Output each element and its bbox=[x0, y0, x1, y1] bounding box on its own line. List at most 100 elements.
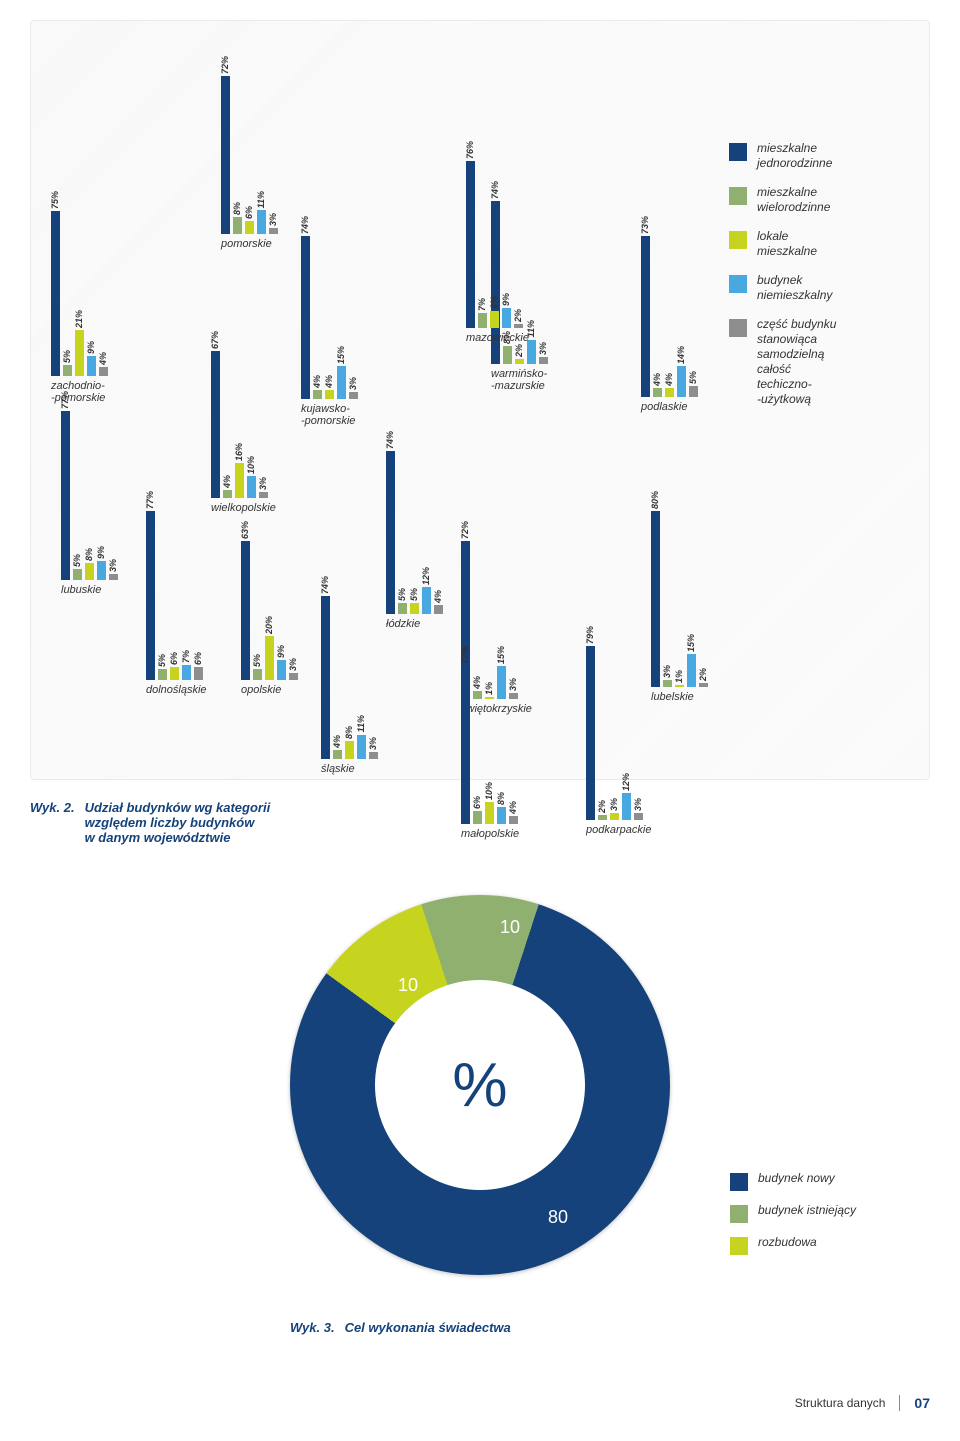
bar-value: 5% bbox=[63, 350, 72, 363]
voivodeship-label: wielkopolskie bbox=[211, 502, 276, 514]
bar bbox=[73, 569, 82, 580]
bar-value: 72% bbox=[461, 646, 470, 664]
voivodeship-wielkopolskie: 67%4%16%10%3%wielkopolskie bbox=[211, 331, 276, 515]
legend-item: lokale mieszkalne bbox=[729, 229, 909, 259]
bar-value: 14% bbox=[677, 346, 686, 364]
bar bbox=[321, 596, 330, 759]
bar-value: 6% bbox=[170, 652, 179, 665]
bar-value: 15% bbox=[687, 634, 696, 652]
bar-value: 2% bbox=[515, 344, 524, 357]
donut-legend-item: budynek istniejący bbox=[730, 1203, 910, 1223]
donut-legend-item: rozbudowa bbox=[730, 1235, 910, 1255]
bar bbox=[641, 236, 650, 397]
bar bbox=[158, 669, 167, 680]
bar-value: 3% bbox=[259, 477, 268, 490]
bar-value: 74% bbox=[301, 216, 310, 234]
voivodeship-śląskie: 74%4%8%11%3%śląskie bbox=[321, 576, 378, 775]
legend-swatch bbox=[729, 187, 747, 205]
bar bbox=[675, 685, 684, 687]
bar-value: 3% bbox=[289, 658, 298, 671]
bar-value: 5% bbox=[73, 554, 82, 567]
bar bbox=[665, 388, 674, 397]
bar bbox=[651, 511, 660, 687]
bar-value: 9% bbox=[277, 645, 286, 658]
donut-legend-item: budynek nowy bbox=[730, 1171, 910, 1191]
bar bbox=[386, 451, 395, 614]
bar-value: 79% bbox=[586, 626, 595, 644]
bar bbox=[497, 807, 506, 825]
bar-value: 8% bbox=[490, 296, 499, 309]
legend-item: część budynku stanowiąca samodzielną cał… bbox=[729, 317, 909, 407]
voivodeship-label: małopolskie bbox=[461, 828, 519, 840]
bar bbox=[663, 680, 672, 687]
bar bbox=[434, 605, 443, 614]
bar-value: 6% bbox=[245, 206, 254, 219]
bar-value: 3% bbox=[349, 377, 358, 390]
footer-page-number: 07 bbox=[914, 1395, 930, 1411]
bar-value: 3% bbox=[663, 665, 672, 678]
bar-value: 8% bbox=[233, 202, 242, 215]
bar bbox=[313, 390, 322, 399]
figure-3-caption: Wyk. 3. Cel wykonania świadectwa bbox=[290, 1320, 511, 1335]
bar-value: 5% bbox=[253, 654, 262, 667]
voivodeship-label: podkarpackie bbox=[586, 824, 651, 836]
bar-value: 3% bbox=[109, 559, 118, 572]
legend-swatch bbox=[729, 319, 747, 337]
bar-value: 76% bbox=[466, 141, 475, 159]
bar bbox=[687, 654, 696, 687]
bar-value: 7% bbox=[182, 650, 191, 663]
donut-slice-value: 10 bbox=[398, 975, 418, 996]
bar bbox=[610, 813, 619, 820]
bar bbox=[485, 802, 494, 824]
bar-value: 11% bbox=[357, 715, 366, 732]
bar bbox=[502, 308, 511, 328]
footer-section: Struktura danych bbox=[795, 1396, 886, 1410]
bar bbox=[689, 386, 698, 397]
bar-value: 3% bbox=[369, 737, 378, 750]
voivodeship-mazowieckie: 76%7%8%9%2%mazowieckie bbox=[466, 141, 529, 344]
voivodeship-label: kujawsko- -pomorskie bbox=[301, 403, 355, 427]
legend-label: budynek niemieszkalny bbox=[757, 273, 832, 303]
bar bbox=[277, 660, 286, 680]
bar-value: 5% bbox=[158, 654, 167, 667]
bar-value: 4% bbox=[333, 735, 342, 748]
voivodeship-label: śląskie bbox=[321, 763, 355, 775]
voivodeship-label: łódzkie bbox=[386, 618, 420, 630]
footer-separator bbox=[899, 1395, 900, 1411]
bar-value: 4% bbox=[99, 352, 108, 365]
bar bbox=[509, 816, 518, 825]
bar-value: 15% bbox=[337, 346, 346, 364]
bar bbox=[99, 367, 108, 376]
voivodeship-label: podlaskie bbox=[641, 401, 687, 413]
bar bbox=[289, 673, 298, 680]
voivodeship-label: warmińsko- -mazurskie bbox=[491, 368, 547, 392]
bar-value: 3% bbox=[539, 342, 548, 355]
bar bbox=[85, 563, 94, 581]
bar-value: 10% bbox=[247, 456, 256, 474]
bar-value: 2% bbox=[699, 668, 708, 681]
bar-value: 67% bbox=[211, 331, 220, 349]
donut-slice-value: 10 bbox=[500, 917, 520, 938]
figure-2-number: Wyk. 2. bbox=[30, 800, 75, 845]
bar bbox=[233, 217, 242, 235]
bar bbox=[677, 366, 686, 397]
bar-value: 5% bbox=[689, 371, 698, 384]
bar bbox=[221, 76, 230, 234]
bar-value: 8% bbox=[85, 548, 94, 561]
bar bbox=[653, 388, 662, 397]
voivodeship-małopolskie: 72%6%10%8%4%małopolskie bbox=[461, 646, 519, 841]
bar bbox=[97, 561, 106, 581]
bar bbox=[109, 574, 118, 581]
bar-value: 74% bbox=[386, 431, 395, 449]
bar bbox=[265, 636, 274, 680]
bar-value: 4% bbox=[509, 801, 518, 814]
voivodeship-opolskie: 63%5%20%9%3%opolskie bbox=[241, 521, 298, 696]
bar-value: 20% bbox=[265, 616, 274, 634]
voivodeship-label: pomorskie bbox=[221, 238, 272, 250]
bar-value: 4% bbox=[325, 375, 334, 388]
bar bbox=[473, 811, 482, 824]
bar-value: 4% bbox=[665, 373, 674, 386]
bar-value: 5% bbox=[410, 588, 419, 601]
bar-value: 4% bbox=[434, 590, 443, 603]
bar bbox=[503, 346, 512, 364]
